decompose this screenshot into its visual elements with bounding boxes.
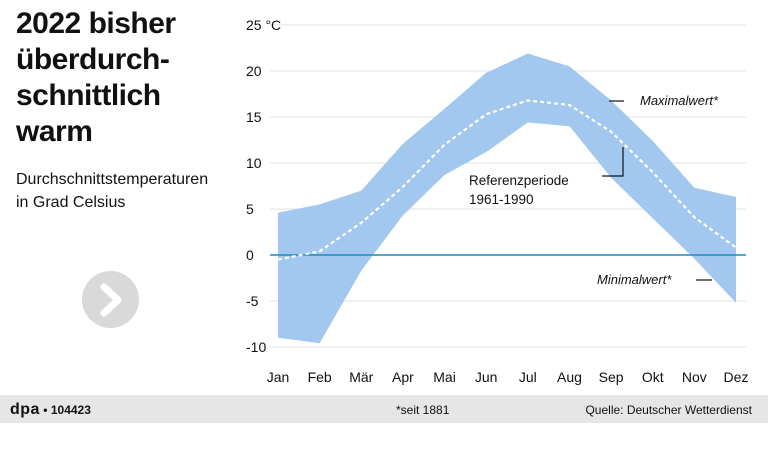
x-tick-label: Sep	[599, 369, 624, 385]
chart-subtitle: Durchschnittstemperaturen in Grad Celsiu…	[16, 168, 226, 214]
x-tick-label: Jan	[267, 369, 290, 385]
y-tick-label: 0	[246, 247, 254, 263]
chart-title: 2022 bisher überdurch- schnittlich warm	[16, 6, 216, 150]
leader-reference	[602, 147, 624, 177]
footer-source: Quelle: Deutscher Wetterdienst	[585, 403, 752, 417]
x-tick-label: Nov	[682, 369, 707, 385]
title-line: warm	[16, 115, 93, 148]
footer: dpa • 104423 *seit 1881 Quelle: Deutsche…	[0, 395, 768, 423]
annotation-max: Maximalwert*	[640, 93, 719, 108]
annotation-reference-line2: 1961-1990	[469, 192, 534, 207]
graphic-code: 104423	[50, 403, 91, 417]
y-tick-label: 20	[246, 63, 262, 79]
footer-note: *seit 1881	[396, 403, 450, 417]
y-axis: 25 °C 20 15 10 5 0 -5 -10	[246, 17, 281, 355]
title-line: überdurch-	[16, 43, 170, 76]
x-tick-label: Feb	[308, 369, 332, 385]
x-tick-label: Okt	[642, 369, 664, 385]
x-tick-label: Mär	[349, 369, 373, 385]
y-tick-label: -5	[246, 293, 259, 309]
x-tick-label: Aug	[557, 369, 582, 385]
x-tick-label: Apr	[392, 369, 414, 385]
y-tick-label: 5	[246, 201, 254, 217]
y-tick-label: 10	[246, 155, 262, 171]
dpa-logo: dpa	[10, 401, 40, 418]
next-button[interactable]	[82, 271, 139, 328]
title-line: schnittlich	[16, 79, 161, 112]
x-axis: Jan Feb Mär Apr Mai Jun Jul Aug Sep Okt Nov Dez	[267, 369, 749, 385]
reference-series-line	[277, 99, 737, 261]
y-tick-label: -10	[246, 339, 266, 355]
temperature-band	[278, 53, 736, 344]
subtitle-line: in Grad Celsius	[16, 194, 126, 211]
x-tick-label: Jun	[475, 369, 498, 385]
x-tick-label: Jul	[519, 369, 537, 385]
y-tick-label: 15	[246, 109, 262, 125]
reference-line	[277, 99, 737, 261]
bullet: •	[43, 403, 48, 417]
annotations: Maximalwert* Referenzperiode 1961-1990 M…	[469, 93, 719, 287]
y-tick-label: 25 °C	[246, 17, 281, 33]
annotation-reference-line1: Referenzperiode	[469, 173, 569, 188]
chevron-right-icon	[100, 283, 121, 316]
annotation-min: Minimalwert*	[597, 272, 672, 287]
x-tick-label: Dez	[724, 369, 749, 385]
temperature-chart: Maximalwert* Referenzperiode 1961-1990 M…	[246, 17, 749, 385]
title-line: 2022 bisher	[16, 7, 176, 40]
footer-credit: dpa • 104423	[10, 401, 91, 419]
subtitle-line: Durchschnittstemperaturen	[16, 171, 209, 188]
x-tick-label: Mai	[433, 369, 456, 385]
band-area	[278, 53, 736, 344]
